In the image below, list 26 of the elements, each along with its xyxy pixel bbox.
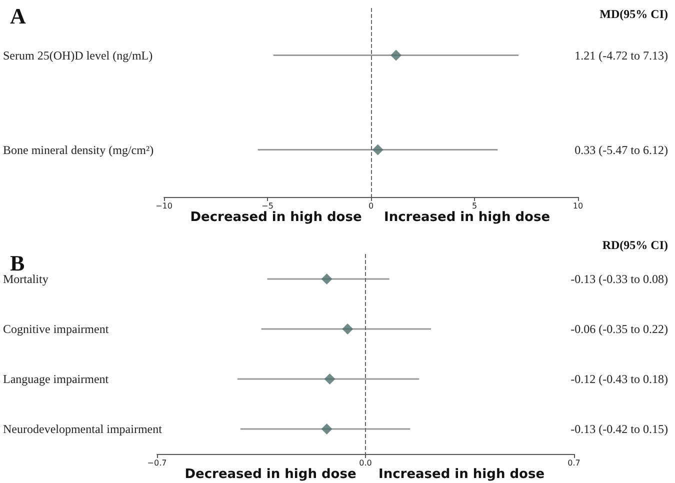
data-label: -0.13 (-0.42 to 0.15)	[570, 422, 668, 436]
data-label: -0.13 (-0.33 to 0.08)	[570, 272, 668, 286]
x-tick-label: 10	[572, 202, 584, 210]
data-label: 1.21 (-4.72 to 7.13)	[574, 48, 668, 62]
text: MD(95% CI)	[600, 7, 668, 21]
data-label: -0.06 (-0.35 to 0.22)	[570, 322, 668, 336]
data-label: 0.33 (-5.47 to 6.12)	[574, 142, 668, 157]
text: Decreased in high dose	[190, 210, 362, 225]
x-tick-label: 0.0	[359, 458, 372, 468]
x-tick-label: 0.7	[568, 458, 580, 468]
y-tick-label: Cognitive impairment	[3, 322, 110, 336]
x-tick-label: −10	[156, 202, 172, 210]
text: RD(95% CI)	[602, 238, 668, 252]
y-tick-label: Serum 25(OH)D level (ng/mL)	[3, 48, 153, 62]
chart-title: A	[10, 4, 26, 28]
y-tick-label: Language impairment	[3, 372, 110, 386]
text: Increased in high dose	[378, 467, 545, 482]
text: Increased in high dose	[384, 210, 550, 225]
x-tick-label: 0	[368, 202, 374, 210]
x-tick-label: −5	[262, 202, 274, 210]
x-tick-label: 5	[472, 202, 478, 210]
y-tick-label: Neurodevelopmental impairment	[3, 422, 163, 436]
x-tick-label: −0.7	[147, 458, 167, 468]
text: Decreased in high dose	[184, 467, 356, 482]
data-label: -0.12 (-0.43 to 0.18)	[570, 372, 668, 386]
y-tick-label: Bone mineral density (mg/cm²)	[3, 142, 154, 157]
